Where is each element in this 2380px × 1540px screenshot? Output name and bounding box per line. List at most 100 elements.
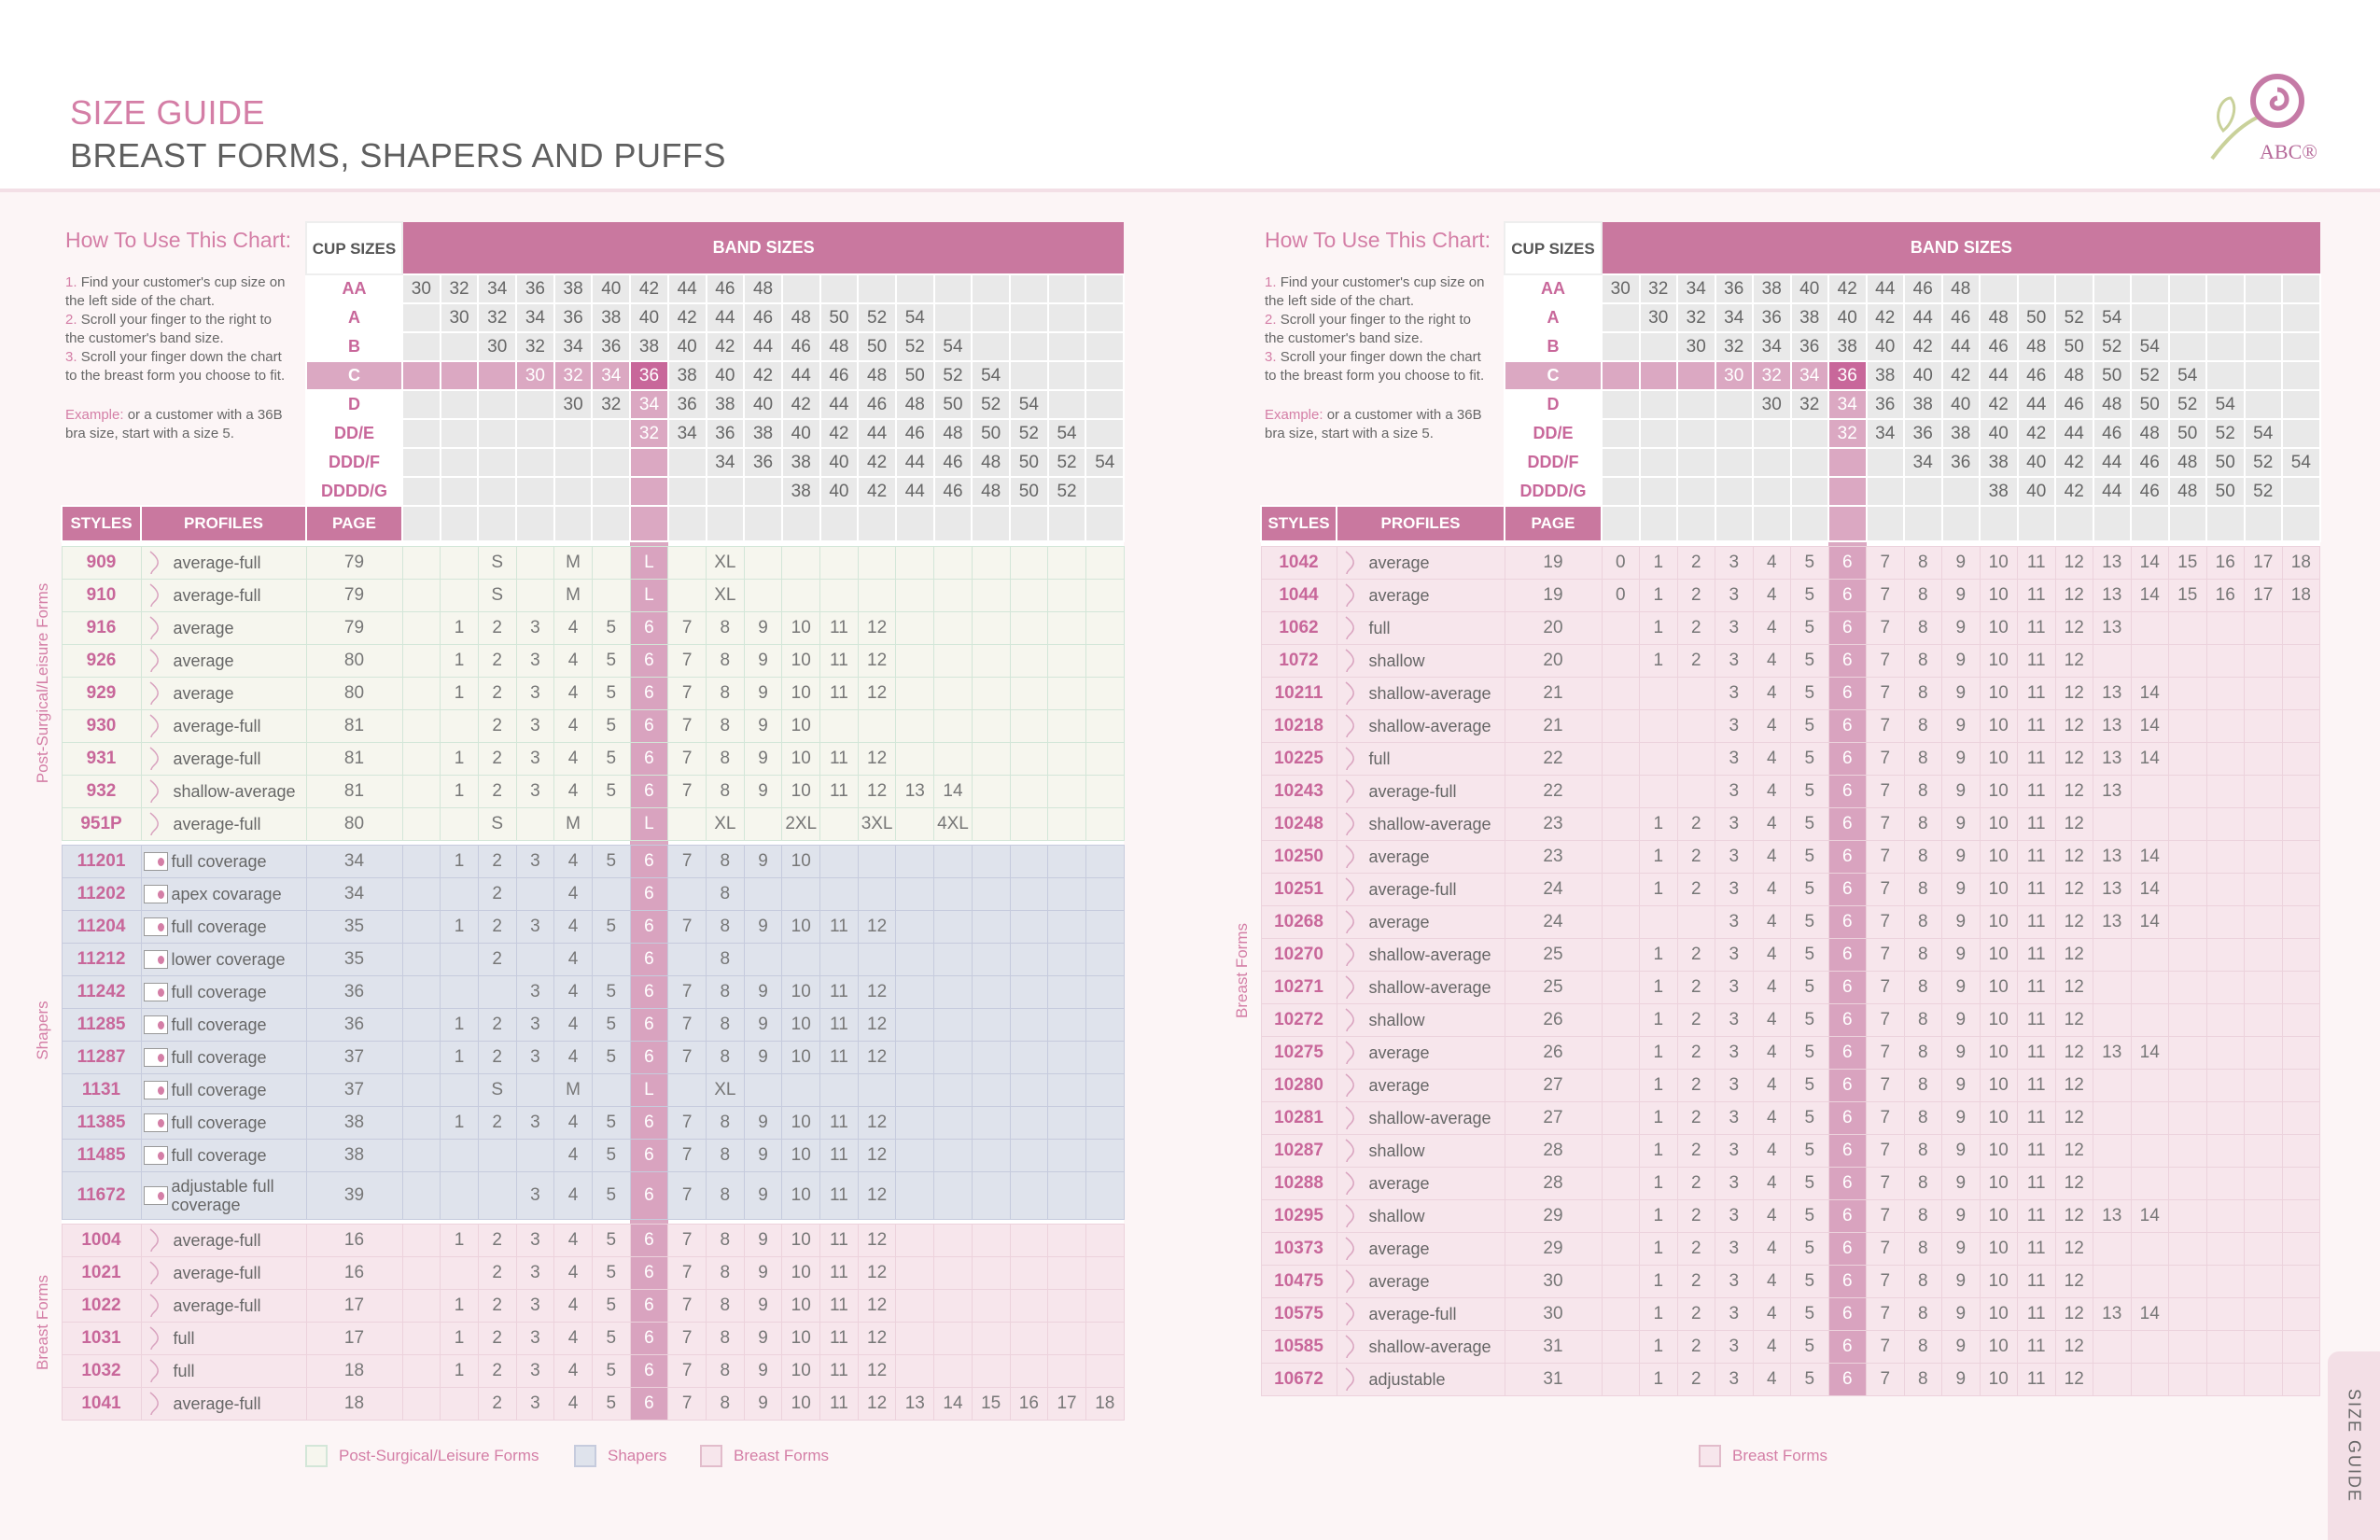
- band-size-cell[interactable]: 48: [2054, 360, 2094, 391]
- band-size-cell[interactable]: [477, 360, 518, 391]
- form-size-cell[interactable]: [401, 1322, 441, 1355]
- form-size-cell[interactable]: 4: [1752, 644, 1791, 678]
- form-size-cell[interactable]: [971, 1041, 1011, 1074]
- style-number[interactable]: 10250: [1260, 840, 1337, 874]
- form-size-cell[interactable]: [1009, 845, 1049, 878]
- form-size-cell[interactable]: 9: [1941, 1167, 1981, 1200]
- form-size-cell[interactable]: [401, 1289, 441, 1323]
- form-size-cell[interactable]: 6: [629, 1106, 669, 1140]
- band-size-cell[interactable]: 44: [1865, 273, 1905, 304]
- form-size-cell[interactable]: [933, 546, 973, 580]
- form-size-cell[interactable]: [2244, 677, 2283, 710]
- form-size-cell[interactable]: [1009, 709, 1049, 743]
- form-size-cell[interactable]: [477, 975, 517, 1009]
- band-size-cell[interactable]: 38: [1940, 418, 1981, 449]
- form-size-cell[interactable]: [591, 943, 631, 976]
- form-size-cell[interactable]: 11: [2017, 971, 2056, 1004]
- band-size-cell[interactable]: [1714, 418, 1754, 449]
- band-size-cell[interactable]: [1752, 418, 1792, 449]
- form-size-cell[interactable]: 11: [819, 1008, 859, 1042]
- form-size-cell[interactable]: [1047, 807, 1086, 841]
- band-size-cell[interactable]: [857, 273, 897, 304]
- form-size-cell[interactable]: 3: [515, 1387, 555, 1421]
- form-size-cell[interactable]: [2205, 1003, 2245, 1037]
- form-size-cell[interactable]: [2244, 1232, 2283, 1266]
- form-size-cell[interactable]: 1: [440, 1008, 479, 1042]
- form-size-cell[interactable]: [667, 579, 707, 612]
- form-size-cell[interactable]: [2168, 1265, 2207, 1298]
- form-size-cell[interactable]: [971, 1073, 1011, 1107]
- form-size-cell[interactable]: 5: [591, 775, 631, 808]
- form-size-cell[interactable]: [2244, 709, 2283, 743]
- style-number[interactable]: 10295: [1260, 1199, 1337, 1233]
- form-size-cell[interactable]: 12: [857, 1139, 897, 1172]
- form-size-cell[interactable]: 8: [706, 1256, 745, 1290]
- form-size-cell[interactable]: 11: [2017, 1363, 2056, 1396]
- band-size-cell[interactable]: [2281, 389, 2321, 420]
- band-size-cell[interactable]: 46: [2092, 418, 2132, 449]
- form-size-cell[interactable]: [895, 1322, 935, 1355]
- form-size-cell[interactable]: M: [553, 807, 593, 841]
- band-size-cell[interactable]: 34: [477, 273, 518, 304]
- band-size-cell[interactable]: 46: [1979, 331, 2019, 362]
- form-size-cell[interactable]: 14: [2130, 677, 2169, 710]
- form-size-cell[interactable]: 7: [667, 1106, 707, 1140]
- form-size-cell[interactable]: [1601, 1297, 1640, 1331]
- band-size-cell[interactable]: [932, 302, 973, 333]
- band-size-cell[interactable]: 42: [743, 360, 783, 391]
- form-size-cell[interactable]: 2: [477, 1008, 517, 1042]
- band-size-cell[interactable]: 52: [2092, 331, 2132, 362]
- band-size-cell[interactable]: 48: [2167, 447, 2207, 478]
- form-size-cell[interactable]: [1047, 1354, 1086, 1388]
- form-size-cell[interactable]: 3: [1715, 1036, 1754, 1070]
- form-size-cell[interactable]: 10: [781, 1106, 821, 1140]
- band-size-cell[interactable]: 34: [553, 331, 594, 362]
- form-size-cell[interactable]: [895, 877, 935, 911]
- form-size-cell[interactable]: [401, 775, 441, 808]
- form-size-cell[interactable]: 8: [1903, 709, 1942, 743]
- form-size-cell[interactable]: 8: [1903, 611, 1942, 645]
- band-size-cell[interactable]: 52: [1046, 476, 1087, 507]
- form-size-cell[interactable]: 7: [667, 1224, 707, 1257]
- form-size-cell[interactable]: [1047, 943, 1086, 976]
- band-size-cell[interactable]: 50: [971, 418, 1011, 449]
- form-size-cell[interactable]: 12: [857, 1224, 897, 1257]
- form-size-cell[interactable]: [1047, 775, 1086, 808]
- form-size-cell[interactable]: 10: [1979, 644, 2018, 678]
- form-size-cell[interactable]: 8: [706, 1387, 745, 1421]
- form-size-cell[interactable]: 6: [1827, 1330, 1867, 1364]
- band-size-cell[interactable]: [743, 476, 783, 507]
- form-size-cell[interactable]: [591, 579, 631, 612]
- form-size-cell[interactable]: [515, 1073, 555, 1107]
- form-size-cell[interactable]: 7: [1866, 1297, 1905, 1331]
- form-size-cell[interactable]: [1601, 1003, 1640, 1037]
- style-number[interactable]: 10475: [1260, 1265, 1337, 1298]
- form-size-cell[interactable]: [1009, 1256, 1049, 1290]
- form-size-cell[interactable]: 10: [781, 1171, 821, 1220]
- band-size-cell[interactable]: [401, 418, 441, 449]
- form-size-cell[interactable]: 17: [2244, 546, 2283, 580]
- form-size-cell[interactable]: 11: [2017, 644, 2056, 678]
- form-size-cell[interactable]: 3: [1715, 775, 1754, 808]
- form-size-cell[interactable]: 9: [1941, 579, 1981, 612]
- form-size-cell[interactable]: [1047, 1073, 1086, 1107]
- band-size-cell[interactable]: 40: [629, 302, 669, 333]
- form-size-cell[interactable]: 5: [1790, 742, 1829, 776]
- form-size-cell[interactable]: [971, 1322, 1011, 1355]
- form-size-cell[interactable]: 9: [743, 709, 783, 743]
- form-size-cell[interactable]: 11: [2017, 873, 2056, 906]
- form-size-cell[interactable]: [895, 611, 935, 645]
- form-size-cell[interactable]: 7: [667, 775, 707, 808]
- form-size-cell[interactable]: 10: [781, 1224, 821, 1257]
- form-size-cell[interactable]: 13: [2093, 742, 2132, 776]
- size-guide-tab[interactable]: SIZE GUIDE: [2328, 1351, 2380, 1540]
- form-size-cell[interactable]: 12: [857, 677, 897, 710]
- band-size-cell[interactable]: 44: [1940, 331, 1981, 362]
- form-size-cell[interactable]: 10: [1979, 1134, 2018, 1168]
- band-size-cell[interactable]: [2167, 302, 2207, 333]
- band-size-cell[interactable]: [2243, 273, 2283, 304]
- band-size-cell[interactable]: 36: [705, 418, 746, 449]
- form-size-cell[interactable]: 3: [515, 845, 555, 878]
- form-size-cell[interactable]: 2: [477, 1041, 517, 1074]
- band-size-cell[interactable]: 34: [1827, 389, 1868, 420]
